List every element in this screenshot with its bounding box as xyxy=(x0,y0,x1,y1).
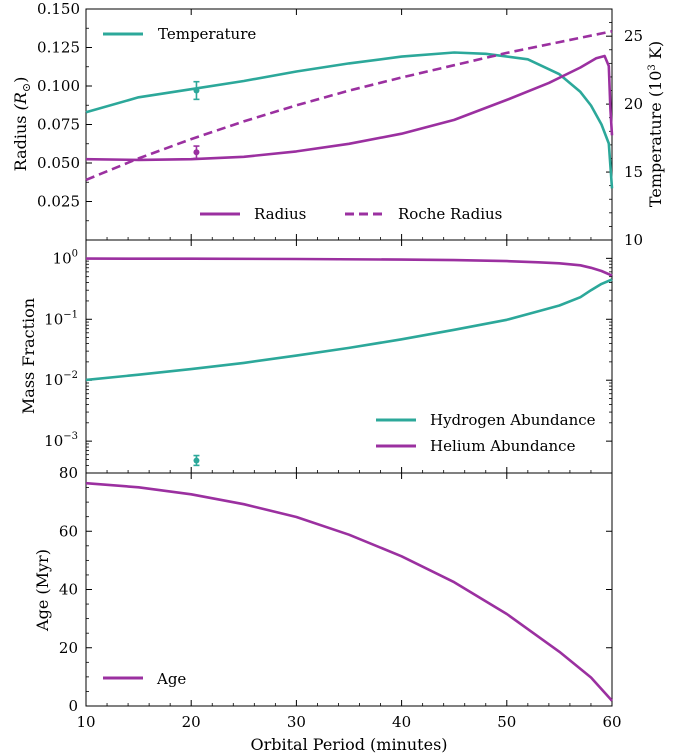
bottom-x-tick-label: 60 xyxy=(602,713,621,731)
bottom-y-tick-label: 0 xyxy=(68,697,78,715)
top-y-left-tick-label: 0.125 xyxy=(37,39,80,57)
top-y-right-tick-label: 10 xyxy=(624,231,643,249)
bottom-x-tick-label: 40 xyxy=(392,713,411,731)
series-line-temperature xyxy=(85,51,614,189)
legend-label-roche-radius: Roche Radius xyxy=(398,205,502,223)
series-line-helium-abundance xyxy=(85,257,613,277)
bottom-x-tick-label: 50 xyxy=(497,713,516,731)
top-y-left-tick-label: 0.025 xyxy=(37,193,80,211)
top-panel-frame xyxy=(85,8,613,241)
bottom-x-tick-label: 30 xyxy=(287,713,306,731)
middle-ylabel: Mass Fraction xyxy=(19,298,38,414)
bottom-y-tick-label: 40 xyxy=(59,581,78,599)
legend-label-temperature: Temperature xyxy=(158,25,256,43)
top-y-right-tick-label: 25 xyxy=(624,27,643,45)
legend-label-radius: Radius xyxy=(254,205,306,223)
top-y-left-tick-label: 0.075 xyxy=(37,116,80,134)
middle-y-tick-label: 100 xyxy=(53,248,78,267)
obs-hydrogen-point xyxy=(193,457,200,464)
chart-marks: 0.025 0.050 0.075 0.100 0.125 0.150 10 15 20 25 10… xyxy=(37,0,643,731)
bottom-y-tick-label: 20 xyxy=(59,639,78,657)
bottom-xlabel: Orbital Period (minutes) xyxy=(250,735,447,754)
top-y-right-tick-label: 15 xyxy=(624,163,643,181)
series-line-radius xyxy=(85,54,614,162)
bottom-ylabel: Age (Myr) xyxy=(33,549,52,632)
bottom-x-tick-label: 20 xyxy=(182,713,201,731)
middle-y-tick-label: 10−2 xyxy=(44,370,78,389)
middle-y-tick-label: 10−3 xyxy=(44,431,78,450)
top-ylabel-left: Radius (R⊙) xyxy=(11,77,33,172)
series-line-age xyxy=(85,481,613,702)
legend-label-hydrogen: Hydrogen Abundance xyxy=(430,411,596,429)
top-y-left-tick-label: 0.050 xyxy=(37,154,80,172)
top-y-right-tick-label: 20 xyxy=(624,95,643,113)
bottom-y-tick-label: 60 xyxy=(59,522,78,540)
top-ylabel-right: Temperature (103 K) xyxy=(646,41,665,207)
bottom-x-tick-label: 10 xyxy=(76,713,95,731)
middle-y-tick-label: 10−1 xyxy=(44,309,78,328)
legend-label-age: Age xyxy=(156,670,186,688)
legend-label-helium: Helium Abundance xyxy=(430,437,576,455)
top-y-left-tick-label: 0.150 xyxy=(37,0,80,18)
bottom-y-tick-label: 80 xyxy=(59,464,78,482)
top-y-left-tick-label: 0.100 xyxy=(37,77,80,95)
series-line-roche-radius xyxy=(85,30,613,182)
obs-radius-point xyxy=(193,149,200,156)
series-line-hydrogen-abundance xyxy=(85,278,613,382)
obs-temperature-point xyxy=(193,87,200,94)
